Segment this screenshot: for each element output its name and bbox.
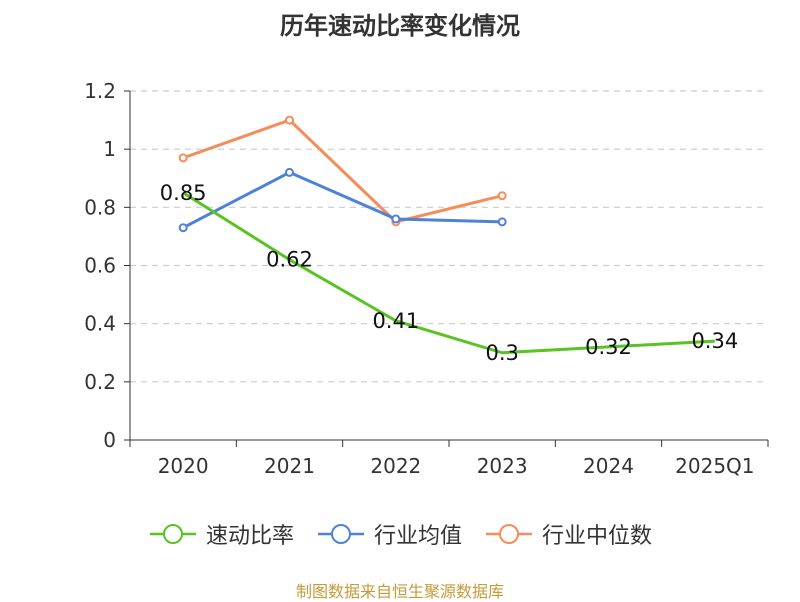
- data-label: 0.34: [691, 329, 738, 353]
- series-line-2: [182, 170, 503, 230]
- y-tick-label: 0.2: [84, 370, 116, 394]
- legend-marker-icon: [149, 524, 196, 544]
- source-note: 制图数据来自恒生聚源数据库: [295, 582, 504, 601]
- y-tick-label: 1: [103, 137, 116, 161]
- legend-item-3[interactable]: 行业中位数: [484, 518, 652, 550]
- data-label: 0.41: [372, 309, 419, 333]
- legend-item-2[interactable]: 行业均值: [316, 518, 462, 550]
- x-tick-label: 2020: [158, 454, 209, 478]
- legend-label: 行业均值: [373, 524, 462, 549]
- legend-item-1[interactable]: 速动比率: [148, 518, 294, 550]
- data-point: [391, 214, 401, 224]
- data-point: [178, 153, 188, 163]
- y-tick-label: 0.6: [84, 254, 116, 278]
- data-point: [497, 217, 507, 227]
- data-labels: 0.85 0.62 0.41 0.3 0.32 0.34: [160, 181, 738, 365]
- legend-label: 速动比率: [205, 524, 294, 549]
- legend: 速动比率 行业均值 行业中位数: [0, 518, 800, 550]
- data-label: 0.85: [160, 181, 207, 205]
- data-point: [497, 191, 507, 201]
- y-tick-label: 0.8: [84, 195, 116, 219]
- y-tick-label: 1.2: [84, 79, 116, 103]
- data-point: [285, 115, 294, 125]
- y-tick-label: 0.4: [84, 312, 116, 336]
- x-tick-label: 2023: [477, 454, 528, 478]
- data-label: 0.32: [585, 335, 632, 359]
- series-line-1: [182, 191, 715, 355]
- legend-label: 行业中位数: [542, 524, 653, 549]
- x-tick-label: 2021: [264, 454, 315, 478]
- x-tick-label: 2024: [583, 454, 634, 478]
- legend-marker-icon: [317, 524, 364, 544]
- chart-title: 历年速动比率变化情况: [280, 12, 520, 40]
- axes: 0 0.2 0.4 0.6 0.8 1 1.2 2020 2021 2022 2023 2024 202…: [84, 79, 769, 478]
- series-group: [178, 115, 715, 355]
- series-line-3: [182, 118, 503, 224]
- legend-marker-icon: [486, 524, 532, 544]
- data-label: 0.3: [485, 341, 518, 365]
- data-point: [178, 223, 188, 233]
- data-label: 0.62: [266, 248, 313, 272]
- x-tick-label: 2025Q1: [675, 454, 754, 478]
- data-point: [285, 167, 294, 177]
- x-tick-label: 2022: [370, 454, 421, 478]
- y-tick-label: 0: [103, 428, 116, 452]
